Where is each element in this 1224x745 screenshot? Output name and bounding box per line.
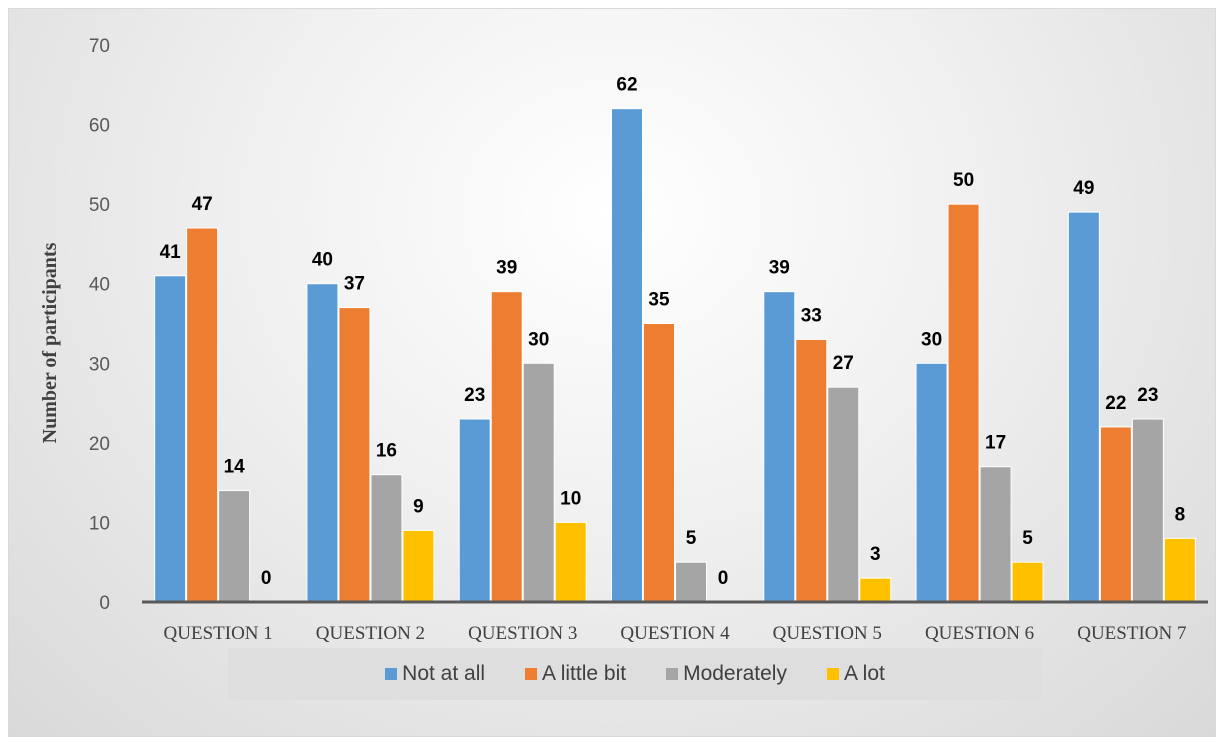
data-label: 30 [528, 329, 549, 350]
bar [979, 466, 1012, 603]
data-label: 23 [464, 385, 485, 406]
data-label: 35 [648, 290, 670, 311]
legend-swatch [385, 668, 398, 680]
bar [611, 108, 643, 603]
bar [402, 529, 435, 603]
y-axis-ticks: 0 10 20 30 40 50 60 70 [89, 36, 110, 614]
bar [675, 561, 707, 603]
y-axis-label: Number of participants [39, 242, 61, 443]
bar [458, 418, 491, 603]
bar [154, 275, 187, 603]
y-tick-label: 50 [89, 195, 110, 216]
y-tick-label: 10 [89, 513, 110, 534]
bars [154, 108, 1196, 603]
data-label: 23 [1137, 385, 1158, 406]
data-label: 37 [344, 274, 365, 295]
x-tick-label: QUESTION 4 [620, 623, 730, 644]
bar [795, 338, 828, 603]
data-label: 5 [686, 528, 697, 549]
data-label: 17 [985, 433, 1006, 454]
legend-label: Moderately [683, 662, 787, 685]
data-label: 62 [616, 75, 637, 96]
bar [827, 386, 860, 603]
legend: Not at all A little bit Moderately A lot [228, 648, 1042, 700]
y-tick-label: 40 [89, 275, 110, 296]
bar [1067, 211, 1100, 603]
x-tick-label: QUESTION 1 [164, 623, 273, 644]
data-label: 27 [833, 353, 854, 374]
x-tick-label: QUESTION 2 [316, 623, 425, 644]
data-label: 0 [718, 568, 729, 589]
bar [306, 283, 339, 603]
data-label: 33 [801, 305, 822, 326]
bar [1131, 418, 1164, 603]
x-tick-label: QUESTION 6 [925, 623, 1034, 644]
legend-label: A little bit [542, 662, 627, 685]
data-label: 3 [870, 544, 881, 565]
bar [522, 362, 555, 603]
bar [1099, 426, 1132, 603]
bar [338, 307, 371, 603]
bar [643, 323, 675, 603]
data-labels: 4147140403716923393010623550393327330501… [160, 75, 1186, 589]
bar [218, 490, 251, 603]
legend-item: A lot [826, 662, 885, 686]
y-tick-label: 20 [89, 434, 110, 455]
data-label: 49 [1073, 178, 1094, 199]
x-tick-label: QUESTION 7 [1077, 623, 1186, 644]
legend-swatch [525, 668, 538, 680]
bar [554, 521, 587, 603]
x-tick-label: QUESTION 3 [468, 623, 577, 644]
legend-item: A little bit [525, 662, 626, 686]
bar [490, 291, 523, 603]
legend-item: Moderately [666, 662, 787, 686]
legend-label: A lot [843, 662, 885, 685]
bar [859, 577, 892, 603]
data-label: 40 [312, 250, 333, 271]
y-tick-label: 0 [99, 593, 110, 614]
data-label: 0 [261, 568, 272, 589]
legend-label: Not at all [402, 662, 486, 685]
legend-swatch [666, 668, 679, 680]
legend-swatch [826, 668, 839, 680]
data-label: 5 [1022, 528, 1033, 549]
data-label: 16 [376, 441, 397, 462]
data-label: 9 [413, 496, 424, 517]
y-tick-label: 70 [89, 36, 110, 57]
bar [370, 474, 403, 603]
bar [186, 227, 219, 603]
bar [915, 362, 948, 603]
x-axis-categories: QUESTION 1 QUESTION 2 QUESTION 3 QUESTION 4… [164, 623, 1187, 644]
bar [1163, 537, 1196, 603]
data-label: 41 [160, 242, 182, 263]
bar [1011, 561, 1044, 603]
y-tick-label: 60 [89, 116, 110, 137]
data-label: 50 [953, 170, 974, 191]
data-label: 10 [560, 488, 581, 509]
x-tick-label: QUESTION 5 [773, 623, 882, 644]
bar [947, 203, 980, 603]
data-label: 39 [769, 258, 790, 279]
data-label: 8 [1175, 504, 1186, 525]
data-label: 22 [1105, 393, 1126, 414]
data-label: 14 [224, 457, 246, 478]
y-tick-label: 30 [89, 354, 110, 375]
data-label: 47 [192, 194, 213, 215]
legend-item: Not at all [385, 662, 485, 686]
data-label: 39 [496, 258, 517, 279]
data-label: 30 [921, 329, 942, 350]
bar [763, 291, 796, 603]
